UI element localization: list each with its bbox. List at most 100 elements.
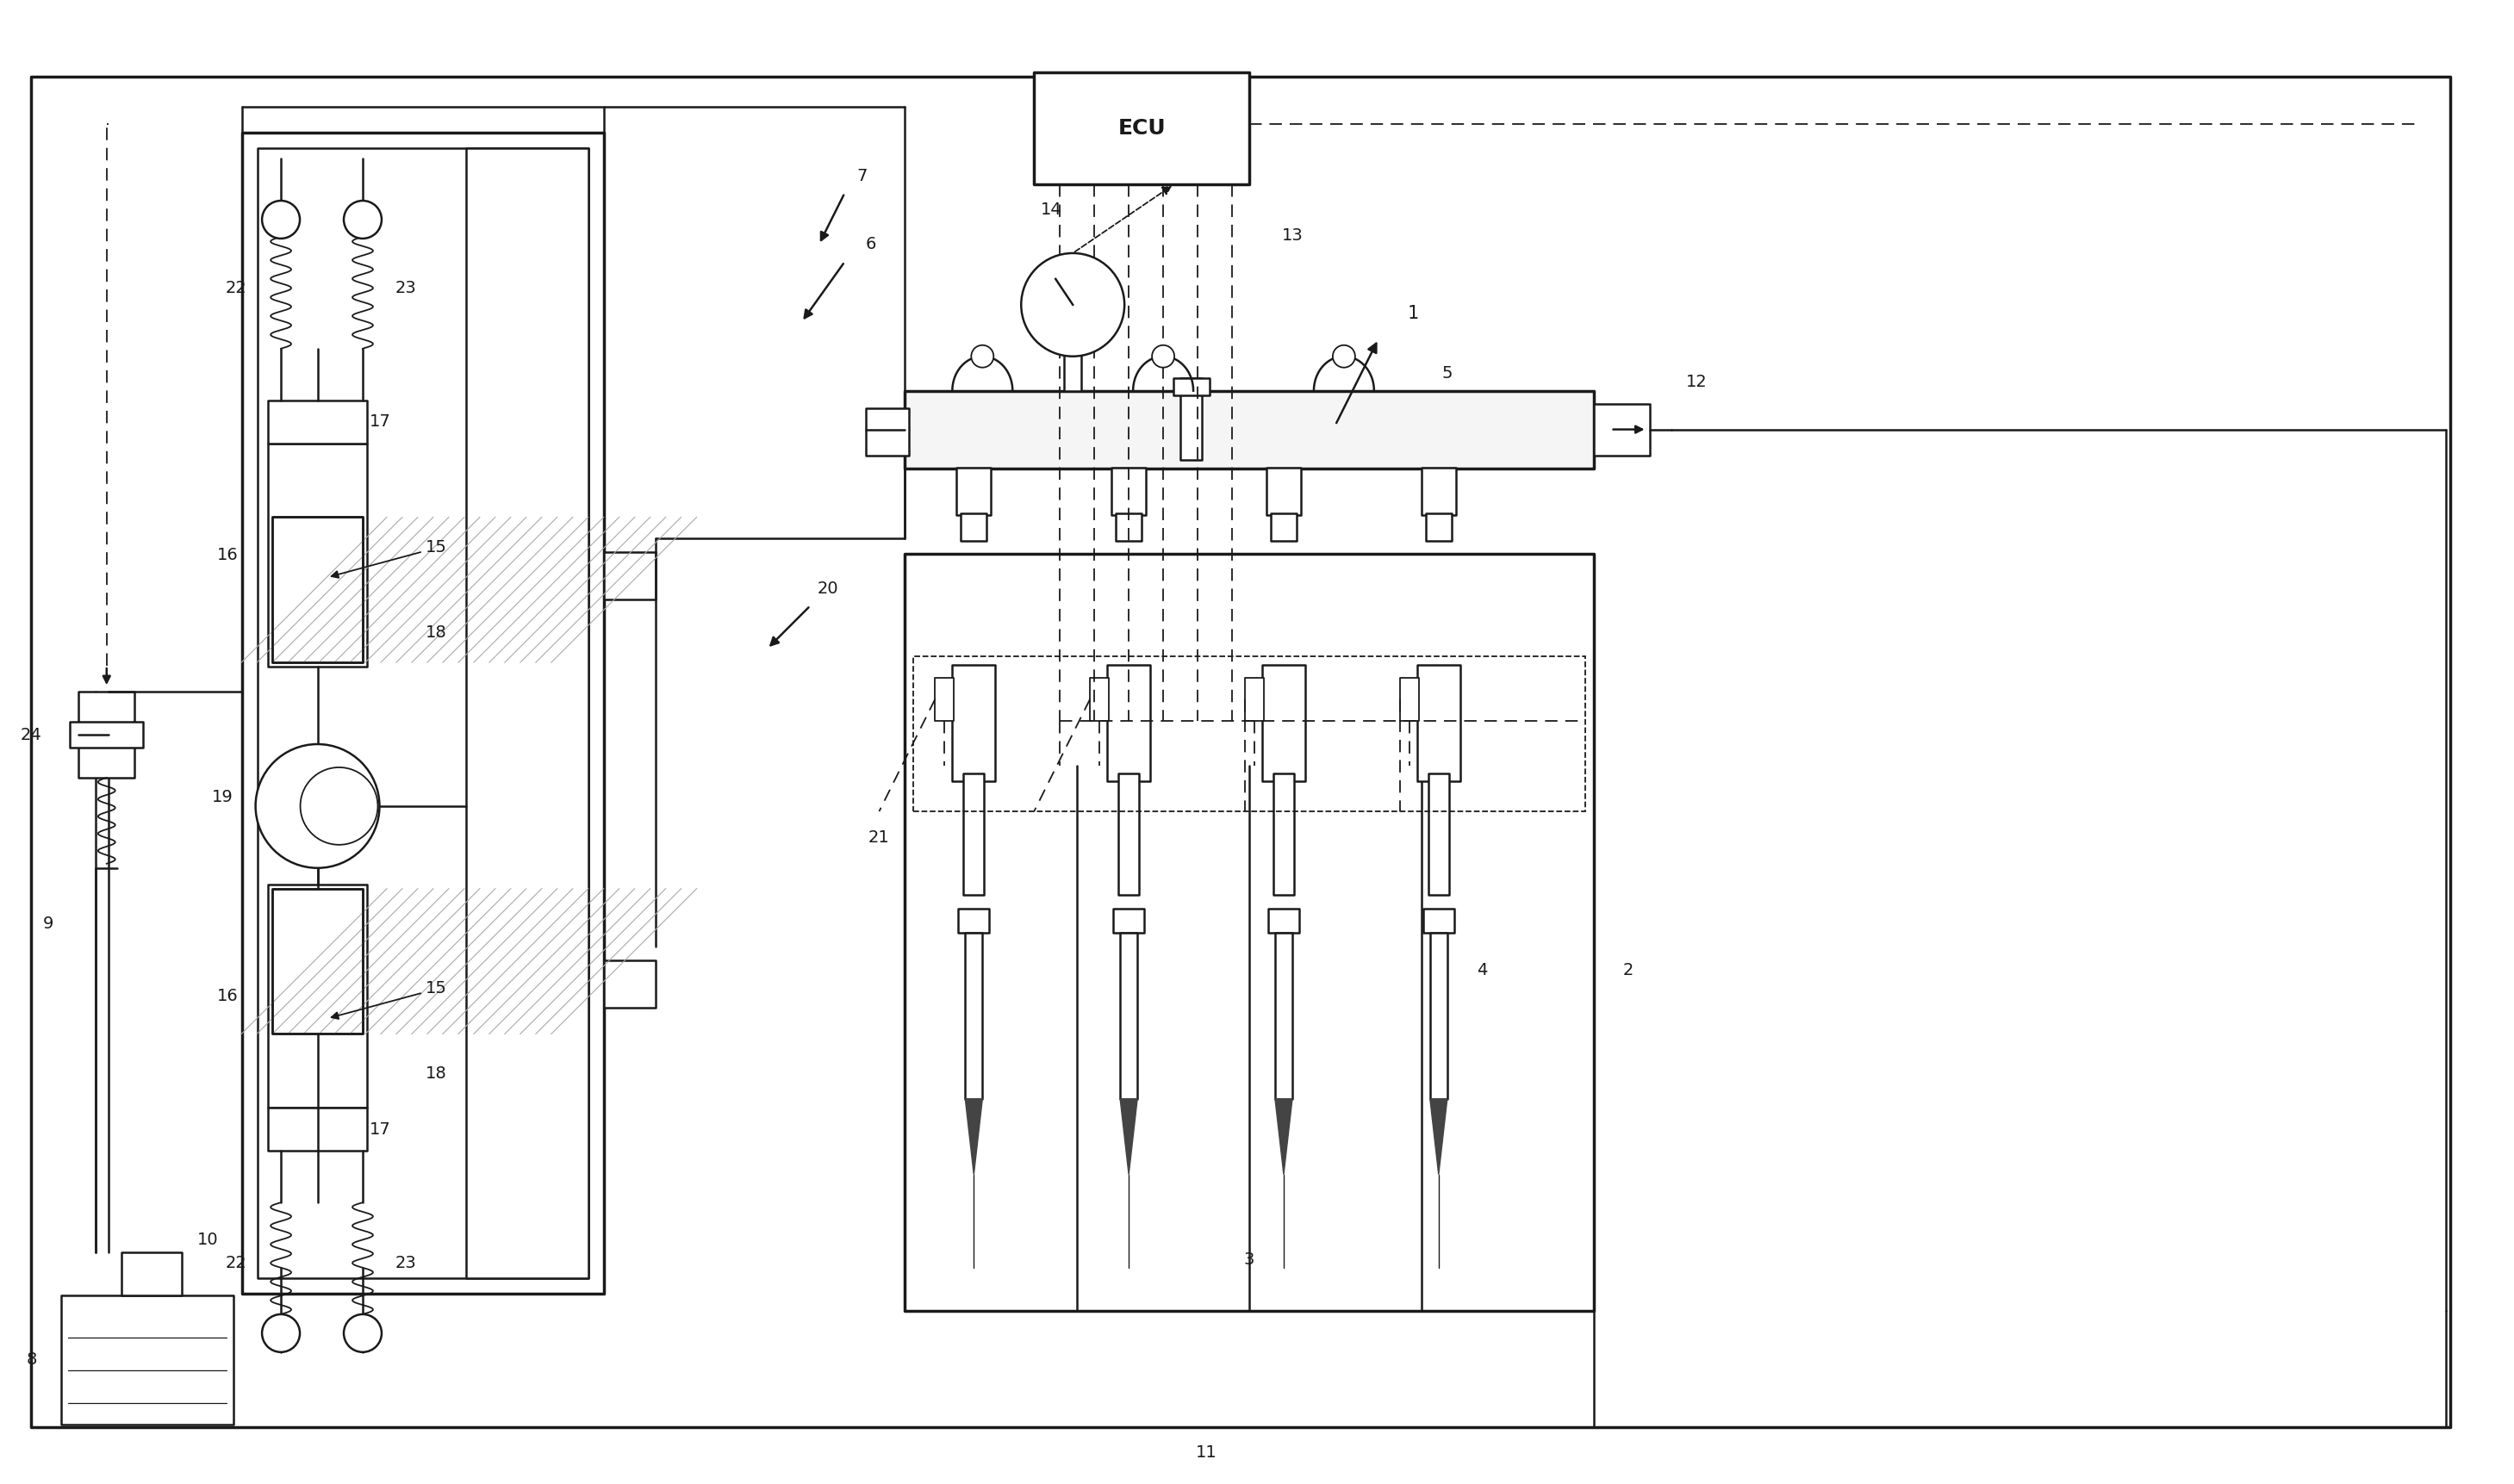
Bar xyxy=(1114,908,1144,932)
Bar xyxy=(1111,467,1146,515)
Bar xyxy=(1106,665,1151,781)
Polygon shape xyxy=(1275,1100,1292,1175)
Text: ECU: ECU xyxy=(1119,119,1166,139)
Bar xyxy=(1275,932,1292,1100)
Text: 2: 2 xyxy=(1622,962,1634,978)
Text: 9: 9 xyxy=(43,916,53,932)
Text: 13: 13 xyxy=(1282,227,1302,245)
Polygon shape xyxy=(1430,1100,1448,1175)
Bar xyxy=(1423,908,1453,932)
Text: 19: 19 xyxy=(211,789,234,806)
Circle shape xyxy=(261,1315,299,1352)
Bar xyxy=(603,960,656,1008)
Bar xyxy=(935,678,953,721)
Bar xyxy=(958,467,991,515)
Bar xyxy=(965,932,983,1100)
Circle shape xyxy=(1151,346,1174,368)
Bar xyxy=(603,552,656,600)
Bar xyxy=(1119,773,1139,895)
Text: 8: 8 xyxy=(25,1352,38,1368)
Circle shape xyxy=(344,200,382,239)
Text: 7: 7 xyxy=(857,168,867,184)
Bar xyxy=(953,665,996,781)
Bar xyxy=(1121,932,1136,1100)
Bar xyxy=(1174,378,1209,395)
Bar xyxy=(913,656,1584,812)
Text: 15: 15 xyxy=(425,539,447,555)
Text: 20: 20 xyxy=(817,580,837,597)
Circle shape xyxy=(256,743,380,868)
Bar xyxy=(269,884,367,1109)
Bar xyxy=(269,444,367,666)
Text: 12: 12 xyxy=(1687,374,1707,390)
Bar xyxy=(1400,678,1418,721)
Bar xyxy=(1182,378,1202,460)
Bar xyxy=(272,516,362,662)
Bar xyxy=(1594,404,1649,456)
Text: 16: 16 xyxy=(216,988,239,1005)
Text: 14: 14 xyxy=(1041,202,1061,218)
Text: 5: 5 xyxy=(1443,365,1453,381)
Bar xyxy=(181,93,2421,297)
Text: 21: 21 xyxy=(867,830,890,846)
Text: 18: 18 xyxy=(425,625,447,641)
Bar xyxy=(78,692,136,778)
Bar xyxy=(1275,773,1295,895)
Bar xyxy=(272,516,362,662)
Bar xyxy=(1267,467,1300,515)
Circle shape xyxy=(970,346,993,368)
Bar xyxy=(867,408,910,456)
Text: 10: 10 xyxy=(196,1232,219,1248)
Bar xyxy=(1091,678,1109,721)
Text: 22: 22 xyxy=(226,1254,246,1270)
Bar xyxy=(1420,467,1456,515)
Circle shape xyxy=(344,1315,382,1352)
Bar xyxy=(1063,309,1081,390)
Text: 1: 1 xyxy=(1408,304,1418,322)
Circle shape xyxy=(261,200,299,239)
Bar xyxy=(1430,932,1448,1100)
Text: 4: 4 xyxy=(1476,962,1486,978)
Text: 3: 3 xyxy=(1244,1251,1254,1267)
Bar xyxy=(958,908,991,932)
Text: 23: 23 xyxy=(395,280,417,297)
Text: 18: 18 xyxy=(425,1066,447,1082)
Bar xyxy=(272,889,362,1034)
Bar xyxy=(963,773,983,895)
Bar xyxy=(1116,513,1141,542)
Polygon shape xyxy=(965,1100,983,1175)
Bar xyxy=(1267,908,1300,932)
Bar xyxy=(1244,678,1265,721)
Bar xyxy=(1262,665,1305,781)
Bar xyxy=(272,889,362,1034)
Bar xyxy=(70,721,143,748)
Bar xyxy=(1418,665,1461,781)
Text: 6: 6 xyxy=(865,236,875,252)
Bar xyxy=(60,1296,234,1425)
Bar xyxy=(269,401,367,444)
Text: 17: 17 xyxy=(370,1122,390,1138)
Bar xyxy=(1033,73,1249,184)
Bar xyxy=(960,513,985,542)
Text: 16: 16 xyxy=(216,546,239,562)
Bar xyxy=(905,390,1594,467)
Bar xyxy=(241,132,603,1294)
Text: 22: 22 xyxy=(226,280,246,297)
Text: 11: 11 xyxy=(1197,1444,1217,1460)
Text: 24: 24 xyxy=(20,727,43,743)
Bar xyxy=(1428,773,1448,895)
Text: 17: 17 xyxy=(370,414,390,430)
Circle shape xyxy=(1021,254,1124,356)
Text: 23: 23 xyxy=(395,1254,417,1270)
Bar xyxy=(905,554,1594,1310)
Bar xyxy=(465,148,588,1278)
Bar xyxy=(269,1109,367,1152)
Circle shape xyxy=(1332,346,1355,368)
Text: 15: 15 xyxy=(425,979,447,997)
Bar xyxy=(259,148,588,1278)
Bar xyxy=(1270,513,1297,542)
Bar xyxy=(121,1252,181,1296)
Bar xyxy=(1425,513,1451,542)
Circle shape xyxy=(299,767,377,844)
Polygon shape xyxy=(1121,1100,1136,1175)
